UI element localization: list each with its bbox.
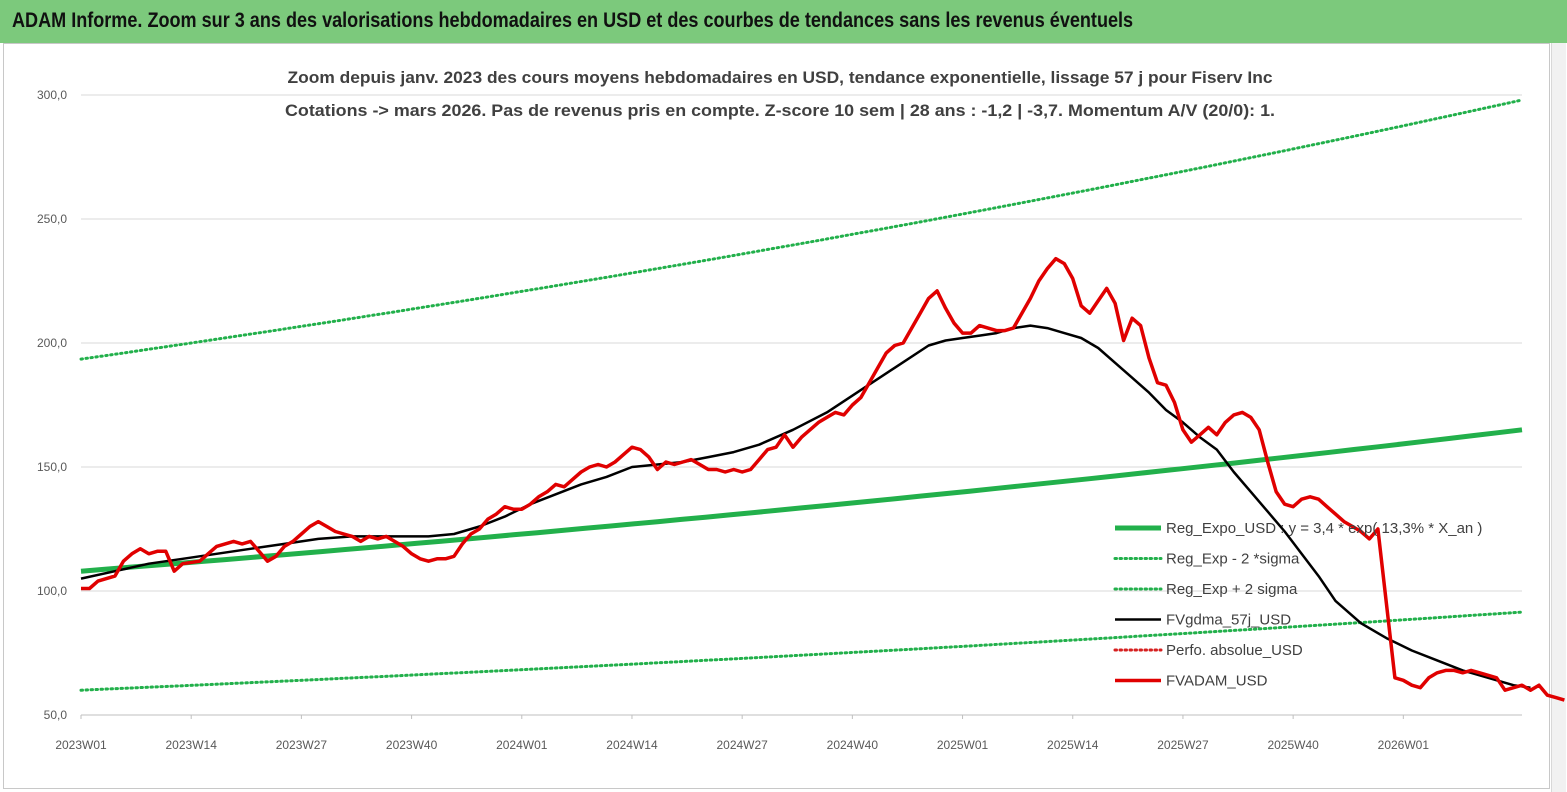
series-lines [79,98,1565,702]
legend-label: Reg_Expo_USD : y = 3,4 * exp( 13,3% * X_… [1166,520,1482,537]
legend-label: Reg_Exp + 2 sigma [1166,581,1298,598]
x-tick-label: 2023W40 [386,738,438,752]
y-axis: 300,0 250,0 200,0 150,0 100,0 50,0 [37,88,1522,722]
series-line-0 [80,427,1523,574]
y-tick-label: 250,0 [37,212,67,226]
x-tick-label: 2024W01 [496,738,548,752]
report-title: ADAM Informe. Zoom sur 3 ans des valoris… [12,9,1134,32]
y-tick-label: 300,0 [37,88,67,102]
y-tick-label: 50,0 [44,708,68,722]
y-tick-label: 200,0 [37,336,67,350]
x-tick-label: 2023W01 [55,738,107,752]
x-axis: 2023W01 2023W14 2023W27 2023W40 2024W01 2024W… [55,715,1429,752]
series-line-1 [79,610,1524,692]
chart-title-line-2: Cotations -> mars 2026. Pas de revenus p… [285,101,1275,120]
x-tick-label: 2026W01 [1378,738,1430,752]
legend-label: Perfo. absolue_USD [1166,642,1303,659]
series-line-2 [79,98,1524,361]
legend: Reg_Expo_USD : y = 3,4 * exp( 13,3% * X_… [1113,520,1482,690]
vertical-scrollbar[interactable] [1551,43,1566,792]
chart-title-line-1: Zoom depuis janv. 2023 des cours moyens … [288,68,1273,87]
legend-label: FVADAM_USD [1166,673,1268,690]
y-tick-label: 150,0 [37,460,67,474]
x-tick-label: 2024W27 [716,738,768,752]
y-tick-label: 100,0 [37,584,67,598]
x-tick-label: 2023W14 [166,738,218,752]
x-tick-label: 2025W01 [937,738,989,752]
x-tick-label: 2025W14 [1047,738,1099,752]
legend-label: Reg_Exp - 2 *sigma [1166,551,1300,568]
x-tick-label: 2025W27 [1157,738,1209,752]
series-line-5 [81,256,1565,702]
legend-label: FVgdma_57j_USD [1166,612,1291,629]
x-tick-label: 2024W40 [827,738,879,752]
x-tick-label: 2024W14 [606,738,658,752]
x-tick-label: 2025W40 [1267,738,1319,752]
x-tick-label: 2023W27 [276,738,328,752]
series-line-3 [80,324,1531,689]
chart-frame [3,43,1550,789]
report-banner: ADAM Informe. Zoom sur 3 ans des valoris… [0,0,1567,43]
gridlines [81,94,1522,592]
